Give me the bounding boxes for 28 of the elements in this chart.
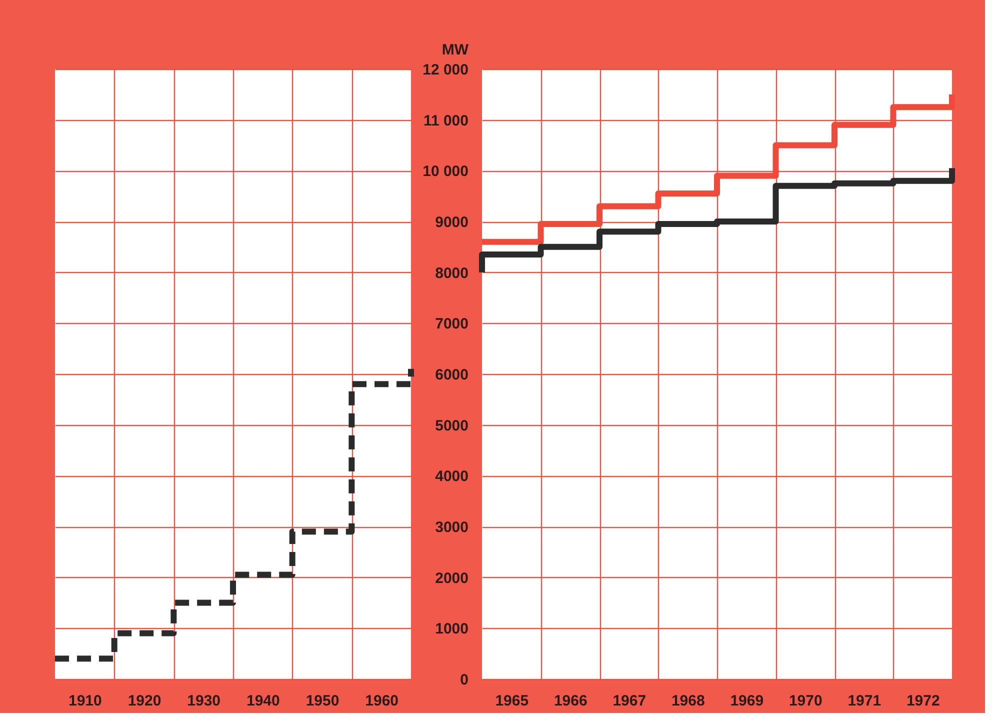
y-tick-label: 8000 <box>435 264 468 282</box>
x-tick-label: 1970 <box>788 692 822 710</box>
x-tick-label: 1940 <box>246 692 280 710</box>
x-tick-label: 1969 <box>730 692 764 710</box>
x-tick-label: 1966 <box>554 692 588 710</box>
x-tick-label: 1972 <box>906 692 940 710</box>
x-tick-label: 1930 <box>187 692 221 710</box>
x-tick-label: 1960 <box>365 692 399 710</box>
y-axis-title: MW <box>442 42 470 58</box>
y-tick-label: 3000 <box>435 519 468 536</box>
y-tick-label: 9000 <box>435 214 468 231</box>
y-tick-label: 1000 <box>435 620 468 638</box>
y-tick-label: 7000 <box>435 316 468 333</box>
y-tick-label: 2000 <box>435 570 468 587</box>
x-tick-label: 1910 <box>68 692 102 710</box>
y-tick-label: 12 000 <box>422 62 468 78</box>
x-tick-label: 1950 <box>306 692 340 710</box>
x-tick-label: 1968 <box>671 692 705 710</box>
y-tick-label: 4000 <box>435 468 468 486</box>
x-tick-label: 1971 <box>848 692 882 710</box>
x-tick-label: 1967 <box>612 692 646 710</box>
x-tick-label: 1920 <box>128 692 162 710</box>
x-tick-label: 1965 <box>495 692 529 710</box>
y-tick-label: 11 000 <box>423 112 468 130</box>
y-tick-label: 5000 <box>435 417 468 434</box>
y-tick-label: 0 <box>460 672 468 688</box>
y-tick-label: 6000 <box>435 366 468 384</box>
y-tick-label: 10 000 <box>422 163 468 180</box>
